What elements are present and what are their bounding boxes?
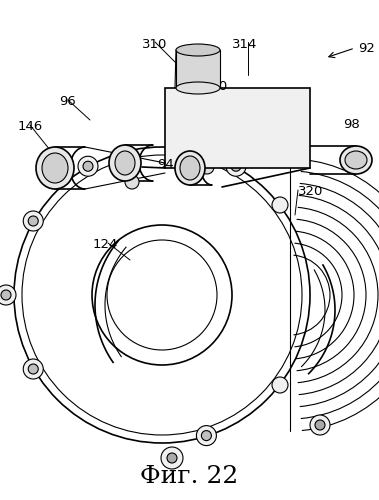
Text: 146: 146	[18, 120, 43, 133]
Circle shape	[161, 447, 183, 469]
Circle shape	[196, 426, 216, 446]
Text: 100: 100	[202, 80, 228, 93]
Circle shape	[272, 197, 288, 213]
Text: 98: 98	[343, 118, 360, 131]
Text: 310: 310	[142, 38, 168, 51]
Circle shape	[226, 156, 246, 176]
Circle shape	[167, 453, 177, 463]
Ellipse shape	[175, 151, 205, 185]
Text: 320: 320	[298, 185, 323, 198]
Circle shape	[310, 415, 330, 435]
Text: 92: 92	[358, 42, 375, 55]
Circle shape	[231, 161, 241, 171]
Ellipse shape	[42, 153, 68, 183]
Circle shape	[23, 211, 43, 231]
Circle shape	[200, 160, 214, 174]
Text: 94: 94	[157, 158, 173, 171]
Circle shape	[201, 430, 211, 440]
Circle shape	[315, 420, 325, 430]
Circle shape	[272, 377, 288, 393]
Circle shape	[28, 216, 38, 226]
Circle shape	[125, 175, 139, 189]
Ellipse shape	[115, 151, 135, 175]
Ellipse shape	[180, 156, 200, 180]
Text: 314: 314	[232, 38, 258, 51]
Text: 124: 124	[92, 238, 118, 251]
Circle shape	[78, 156, 98, 176]
Text: Фиг. 22: Фиг. 22	[140, 465, 238, 488]
Ellipse shape	[109, 145, 141, 181]
Circle shape	[83, 161, 93, 171]
Circle shape	[1, 290, 11, 300]
Circle shape	[23, 359, 43, 379]
Ellipse shape	[176, 44, 220, 56]
Bar	[165, 88, 310, 168]
Ellipse shape	[36, 147, 74, 189]
Circle shape	[28, 364, 38, 374]
Circle shape	[0, 285, 16, 305]
Ellipse shape	[345, 151, 367, 169]
Text: 96: 96	[60, 95, 77, 108]
Ellipse shape	[176, 82, 220, 94]
Bar	[176, 50, 220, 88]
Ellipse shape	[340, 146, 372, 174]
